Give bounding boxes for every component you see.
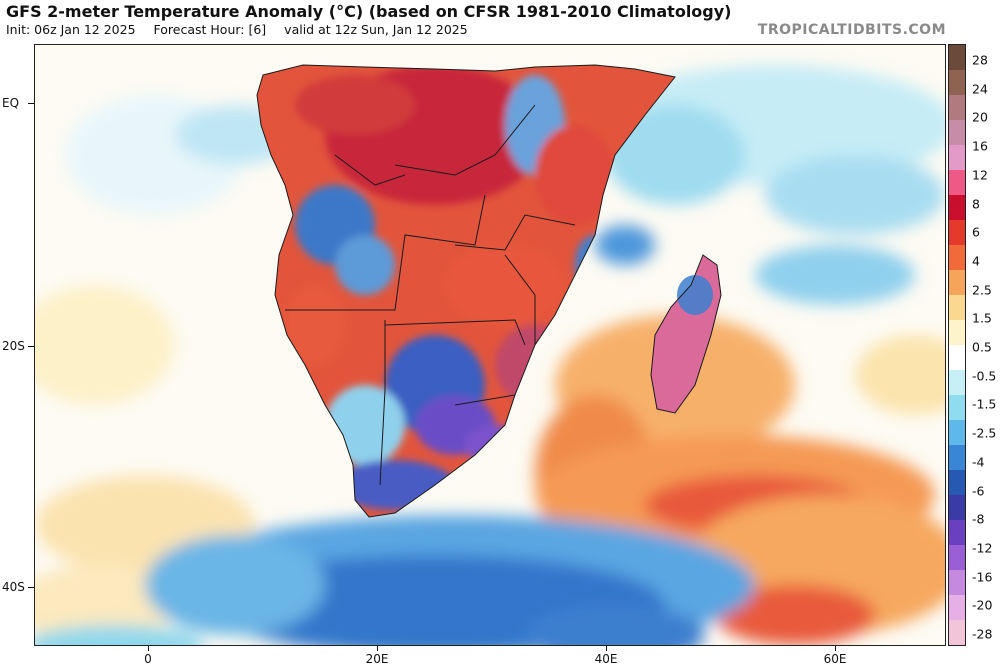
lon-tick: [377, 646, 378, 651]
colorbar-swatch: [949, 320, 965, 345]
colorbar-label: -8: [972, 511, 985, 527]
colorbar-label: -1.5: [972, 396, 997, 412]
lon-label-20e: 20E: [365, 652, 389, 666]
lat-tick: [28, 587, 34, 588]
lon-tick: [835, 646, 836, 651]
colorbar-swatch: [949, 220, 965, 245]
colorbar-label: -28: [972, 626, 993, 642]
map-canvas: [35, 45, 945, 645]
colorbar-label: -2.5: [972, 425, 997, 441]
colorbar-label: -4: [972, 454, 985, 470]
colorbar-swatch: [949, 120, 965, 145]
colorbar-swatch: [949, 595, 965, 620]
colorbar-label: 0.5: [972, 339, 992, 355]
colorbar-swatch: [949, 70, 965, 95]
colorbar-label: -12: [972, 540, 993, 556]
colorbar-swatch: [949, 545, 965, 570]
colorbar-label: 1.5: [972, 310, 992, 326]
colorbar-label: 8: [972, 196, 980, 211]
init-time: Init: 06z Jan 12 2025: [6, 22, 136, 37]
colorbar-label: -20: [972, 597, 993, 613]
anomaly-map: [34, 44, 946, 646]
lon-tick: [606, 646, 607, 651]
colorbar-label: 16: [972, 138, 988, 154]
colorbar-swatch: [949, 495, 965, 520]
lon-tick: [148, 646, 149, 651]
map-title: GFS 2-meter Temperature Anomaly (°C) (ba…: [6, 2, 732, 21]
colorbar-label: 24: [972, 81, 988, 97]
colorbar-swatch: [949, 145, 965, 170]
lat-label-40s: 40S: [2, 580, 25, 594]
colorbar-swatch: [949, 270, 965, 295]
colorbar-swatch: [949, 445, 965, 470]
colorbar-label: 6: [972, 224, 980, 240]
colorbar-swatch: [949, 345, 965, 370]
colorbar-swatch: [949, 470, 965, 495]
colorbar-label: -0.5: [972, 368, 997, 384]
lon-label-60e: 60E: [823, 652, 847, 666]
colorbar-label: 20: [972, 109, 988, 125]
colorbar-swatch: [949, 395, 965, 420]
colorbar-swatch: [949, 295, 965, 320]
valid-time: valid at 12z Sun, Jan 12 2025: [284, 22, 468, 37]
colorbar-label: 2.5: [972, 282, 992, 298]
lat-label-eq: EQ: [2, 96, 20, 110]
map-subtitle: Init: 06z Jan 12 2025 Forecast Hour: [6]…: [6, 22, 766, 38]
colorbar-swatch: [949, 370, 965, 395]
colorbar-swatch: [949, 195, 965, 220]
colorbar-label: 28: [972, 52, 988, 68]
madagascar-cool-patch: [677, 275, 713, 315]
colorbar-label: -16: [972, 569, 993, 585]
lon-label-0: 0: [144, 652, 152, 666]
colorbar-swatch: [949, 620, 965, 645]
colorbar-label: 4: [972, 253, 980, 269]
forecast-hour: Forecast Hour: [6]: [153, 22, 267, 37]
country-borders: [256, 64, 722, 518]
colorbar-swatch: [949, 170, 965, 195]
colorbar: [948, 44, 966, 646]
colorbar-swatch: [949, 45, 965, 70]
map-header: GFS 2-meter Temperature Anomaly (°C) (ba…: [6, 2, 766, 42]
lat-label-20s: 20S: [2, 339, 25, 353]
colorbar-label: 12: [972, 167, 988, 183]
site-watermark: TROPICALTIDBITS.COM: [757, 22, 946, 38]
colorbar-swatch: [949, 420, 965, 445]
ocean-anomaly-field: [35, 65, 945, 645]
colorbar-swatch: [949, 245, 965, 270]
colorbar-swatch: [949, 570, 965, 595]
lat-tick: [28, 103, 34, 104]
colorbar-swatch: [949, 520, 965, 545]
lat-tick: [28, 346, 34, 347]
lon-label-40e: 40E: [594, 652, 618, 666]
colorbar-swatch: [949, 95, 965, 120]
land-anomaly-field: [285, 65, 615, 510]
colorbar-label: -6: [972, 483, 985, 498]
